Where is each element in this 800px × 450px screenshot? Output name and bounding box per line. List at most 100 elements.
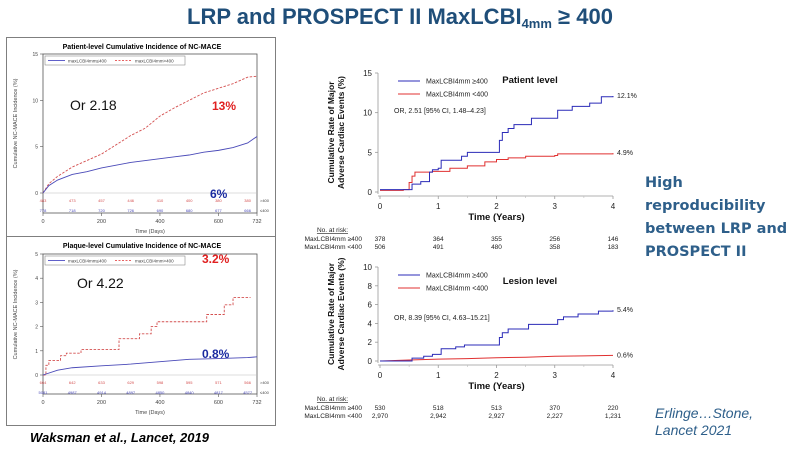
prospect-lesion-chart: 0 2 4 6 8 10 0 1 2 3 4 Time (Years) Cumulative Rate …	[304, 257, 633, 420]
odds-ratio-label: OR, 2.51 [95% CI, 1.48–4.23]	[394, 108, 486, 115]
y-tick-label: 0	[35, 373, 38, 379]
series-line-high	[380, 310, 614, 362]
lrp-patient-panel: Patient-level Cumulative Incidence of NC…	[6, 37, 276, 247]
risk-table-cell: 677	[215, 208, 222, 213]
series-line-high	[43, 297, 251, 376]
high-group-percent: 3.2%	[202, 252, 230, 266]
risk-table-cell: 4897	[126, 390, 136, 395]
risk-table-cell: 4817	[214, 390, 224, 395]
title-tail: ≥ 400	[551, 4, 613, 29]
chart-title: Patient level	[502, 75, 557, 86]
risk-table-cell: 598	[157, 380, 164, 385]
legend-label-low: MaxLCBI4mm <400	[426, 286, 488, 293]
risk-table-cell: 680	[186, 208, 193, 213]
plot-frame	[42, 253, 258, 395]
chart-title: Patient-level Cumulative Incidence of NC…	[63, 44, 222, 51]
risk-table-cell: 506	[375, 244, 386, 251]
risk-table-cell: 380	[215, 198, 222, 203]
y-tick-label: 8	[368, 282, 373, 291]
low-group-percent: 6%	[210, 187, 228, 201]
risk-table-cell: 2,227	[547, 413, 564, 420]
risk-table-cell: 483	[40, 198, 47, 203]
risk-table-row-label: MaxLCBI4mm <400	[304, 244, 362, 251]
y-axis-label: Cumulative NC-MACE Incidence (%)	[13, 269, 19, 359]
risk-table-row-label: MaxLCBI4mm ≥400	[305, 405, 363, 412]
x-axis-label: Time (Years)	[468, 212, 524, 223]
y-tick-label: 15	[363, 69, 372, 78]
y-tick-label: 10	[32, 98, 38, 104]
risk-table-cell: 720	[98, 208, 105, 213]
risk-table-cell: 629	[127, 380, 134, 385]
chart-title: Lesion level	[503, 276, 557, 287]
y-tick-label: 5	[35, 145, 38, 151]
x-tick-label: 1	[436, 202, 441, 211]
risk-table-cell: 513	[491, 405, 502, 412]
x-tick-label: 3	[553, 371, 558, 380]
y-tick-label: 0	[368, 188, 373, 197]
risk-table-cell: 457	[98, 198, 105, 203]
series-line-low	[42, 136, 258, 194]
y-axis-label-line2: Adverse Cardiac Events (%)	[336, 76, 346, 189]
odds-ratio-label: Or 2.18	[70, 97, 117, 113]
risk-table-cell: 400	[186, 198, 193, 203]
risk-table-cell: 4987	[68, 390, 78, 395]
risk-table-cell: 4850	[155, 390, 165, 395]
prospect-citation-line1: Erlinge…Stone,	[655, 405, 754, 421]
lrp-citation: Waksman et al., Lancet, 2019	[30, 430, 209, 445]
risk-table-cell: 5081	[39, 390, 49, 395]
lrp-patient-chart: Patient-level Cumulative Incidence of NC…	[13, 44, 270, 235]
high-group-end-label: 12.1%	[617, 93, 637, 100]
risk-table-row-label: >400	[260, 380, 270, 385]
x-tick-label: 0	[41, 400, 44, 406]
y-tick-label: 4	[368, 319, 373, 328]
risk-table-cell: 4577	[243, 390, 253, 395]
prospect-citation-line2: Lancet 2021	[655, 422, 733, 438]
risk-table-cell: 256	[549, 236, 560, 243]
x-tick-label: 732	[252, 400, 261, 406]
risk-table-cell: 2,970	[372, 413, 389, 420]
risk-table-cell: 446	[127, 198, 134, 203]
risk-table-cell: 183	[608, 244, 619, 251]
risk-table-cell: 1,231	[605, 413, 622, 420]
risk-table-cell: 358	[549, 244, 560, 251]
y-axis-label-line2: Adverse Cardiac Events (%)	[336, 257, 346, 370]
y-tick-label: 5	[35, 252, 38, 258]
y-tick-label: 2	[368, 338, 373, 347]
x-axis-label: Time (Days)	[135, 229, 165, 235]
legend-label-low: maxLCBI4mm≤400	[68, 259, 107, 264]
risk-table-heading: No. at risk:	[317, 396, 348, 403]
risk-table-cell: 595	[186, 380, 193, 385]
legend-label-low: maxLCBI4mm≤400	[68, 59, 107, 64]
y-tick-label: 10	[363, 109, 372, 118]
risk-table-cell: 410	[157, 198, 164, 203]
plot-frame	[42, 53, 258, 214]
legend-label-high: maxLCBI4mm>400	[135, 259, 174, 264]
series-line-high	[380, 96, 614, 191]
x-axis-label: Time (Days)	[135, 410, 165, 416]
title-text: LRP and PROSPECT II MaxLCBI	[187, 4, 522, 29]
y-axis-label-line1: Cumulative Rate of Major	[326, 262, 336, 365]
x-tick-label: 3	[553, 202, 558, 211]
x-tick-label: 0	[41, 219, 44, 225]
x-tick-label: 0	[378, 202, 383, 211]
y-tick-label: 1	[35, 349, 38, 355]
risk-table-cell: 633	[98, 380, 105, 385]
risk-table-row-label: >400	[260, 198, 270, 203]
high-group-end-label: 5.4%	[617, 307, 633, 314]
reproducibility-note: High reproducibility between LRP and PRO…	[645, 175, 788, 260]
legend-label-low: MaxLCBI4mm <400	[426, 92, 488, 99]
risk-table-cell: 2,927	[488, 413, 505, 420]
risk-table-cell: 4914	[97, 390, 107, 395]
x-tick-label: 2	[494, 371, 499, 380]
risk-table-cell: 518	[433, 405, 444, 412]
risk-table-cell: 220	[608, 405, 619, 412]
legend-label-high: MaxLCBI4mm ≥400	[426, 273, 488, 280]
x-tick-label: 732	[252, 219, 261, 225]
x-tick-label: 600	[214, 219, 223, 225]
y-tick-label: 0	[35, 191, 38, 197]
lrp-plaque-chart: Plaque-level Cumulative Incidence of NC-…	[13, 243, 270, 416]
x-axis-label: Time (Years)	[468, 381, 524, 392]
title-subscript: 4mm	[521, 16, 552, 31]
legend-label-high: MaxLCBI4mm ≥400	[426, 79, 488, 86]
risk-table-cell: 566	[244, 380, 251, 385]
